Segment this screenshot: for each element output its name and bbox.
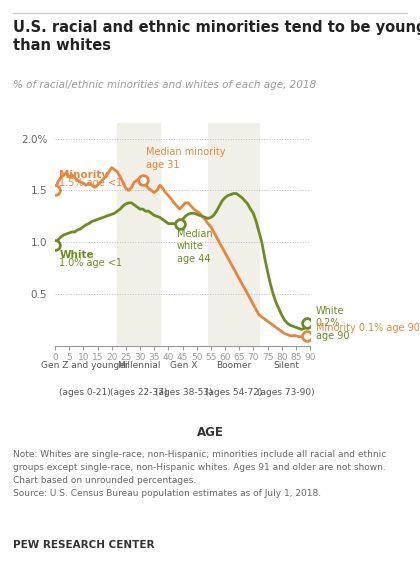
Text: groups except single-race, non-Hispanic whites. Ages 91 and older are not shown.: groups except single-race, non-Hispanic …	[13, 463, 386, 472]
Text: Minority: Minority	[59, 170, 108, 180]
Text: (ages 38-53): (ages 38-53)	[155, 389, 213, 397]
Text: Gen X: Gen X	[170, 361, 197, 370]
Text: AGE: AGE	[197, 427, 223, 440]
Text: (ages 0-21): (ages 0-21)	[59, 389, 110, 397]
Text: (ages 22-37): (ages 22-37)	[110, 389, 167, 397]
Text: Boomer: Boomer	[216, 361, 251, 370]
Text: PEW RESEARCH CENTER: PEW RESEARCH CENTER	[13, 540, 154, 550]
Text: Gen Z and younger: Gen Z and younger	[41, 361, 129, 370]
Text: (ages 54-72): (ages 54-72)	[205, 389, 262, 397]
Text: % of racial/ethnic minorities and whites of each age, 2018: % of racial/ethnic minorities and whites…	[13, 80, 316, 90]
Text: U.S. racial and ethnic minorities tend to be younger
than whites: U.S. racial and ethnic minorities tend t…	[13, 20, 420, 53]
Text: Median
white
age 44: Median white age 44	[177, 229, 213, 264]
Bar	[117, 123, 160, 346]
Text: Minority 0.1% age 90: Minority 0.1% age 90	[316, 323, 420, 332]
Text: 1.0% age <1: 1.0% age <1	[59, 258, 122, 268]
Bar	[208, 123, 259, 346]
Text: Silent: Silent	[273, 361, 299, 370]
Text: (ages 73-90): (ages 73-90)	[257, 389, 315, 397]
Text: White
0.2%
age 90: White 0.2% age 90	[316, 306, 349, 341]
Text: White: White	[59, 249, 94, 260]
Text: Chart based on unrounded percentages.: Chart based on unrounded percentages.	[13, 476, 196, 485]
Text: Source: U.S. Census Bureau population estimates as of July 1, 2018.: Source: U.S. Census Bureau population es…	[13, 489, 321, 498]
Text: Note: Whites are single-race, non-Hispanic; minorities include all racial and et: Note: Whites are single-race, non-Hispan…	[13, 450, 386, 459]
Text: Median minority
age 31: Median minority age 31	[146, 147, 225, 170]
Text: Millennial: Millennial	[117, 361, 160, 370]
Text: 1.5% age <1: 1.5% age <1	[59, 178, 122, 189]
